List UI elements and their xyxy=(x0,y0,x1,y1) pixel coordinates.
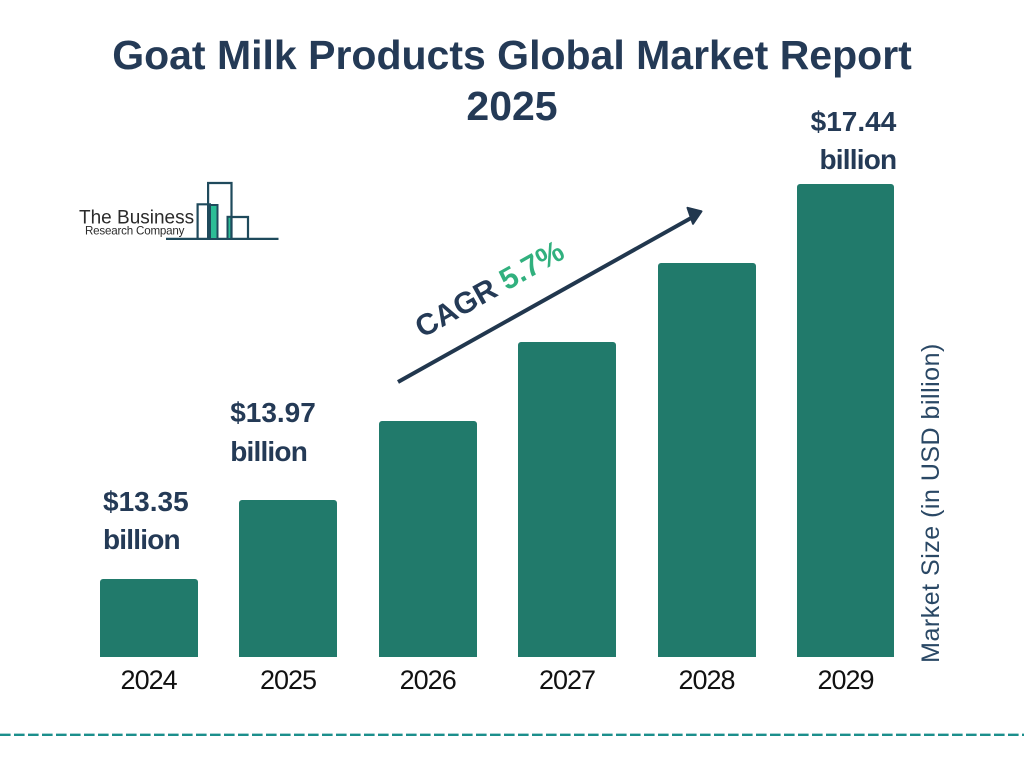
svg-text:The Business: The Business xyxy=(79,207,194,228)
svg-text:Research Company: Research Company xyxy=(85,225,185,238)
